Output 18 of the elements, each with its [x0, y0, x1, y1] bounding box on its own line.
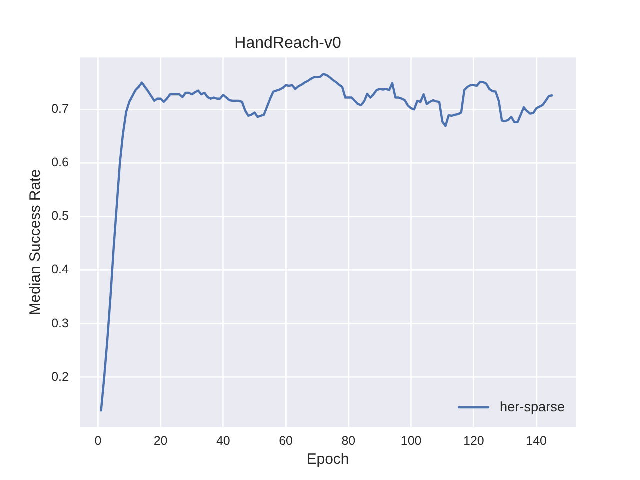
y-axis-title: Median Success Rate — [27, 169, 44, 316]
x-tick-label: 140 — [526, 434, 548, 448]
y-tick-label: 0.4 — [52, 262, 70, 277]
x-tick-label: 100 — [400, 434, 422, 448]
x-tick-label: 60 — [279, 434, 294, 448]
x-tick-label: 20 — [154, 434, 168, 448]
y-tick-label: 0.2 — [52, 370, 70, 384]
y-tick-label: 0.3 — [52, 316, 70, 330]
x-axis-title: Epoch — [306, 451, 350, 468]
x-tick-label: 80 — [342, 434, 356, 448]
y-tick-label: 0.5 — [52, 209, 70, 224]
chart-title: HandReach-v0 — [234, 34, 342, 52]
x-tick-label: 40 — [216, 434, 230, 448]
legend-label: her-sparse — [500, 399, 566, 414]
x-tick-label: 120 — [463, 434, 484, 448]
x-tick-label: 0 — [94, 434, 102, 448]
y-tick-label: 0.7 — [52, 102, 70, 116]
y-tick-label: 0.6 — [52, 156, 70, 170]
